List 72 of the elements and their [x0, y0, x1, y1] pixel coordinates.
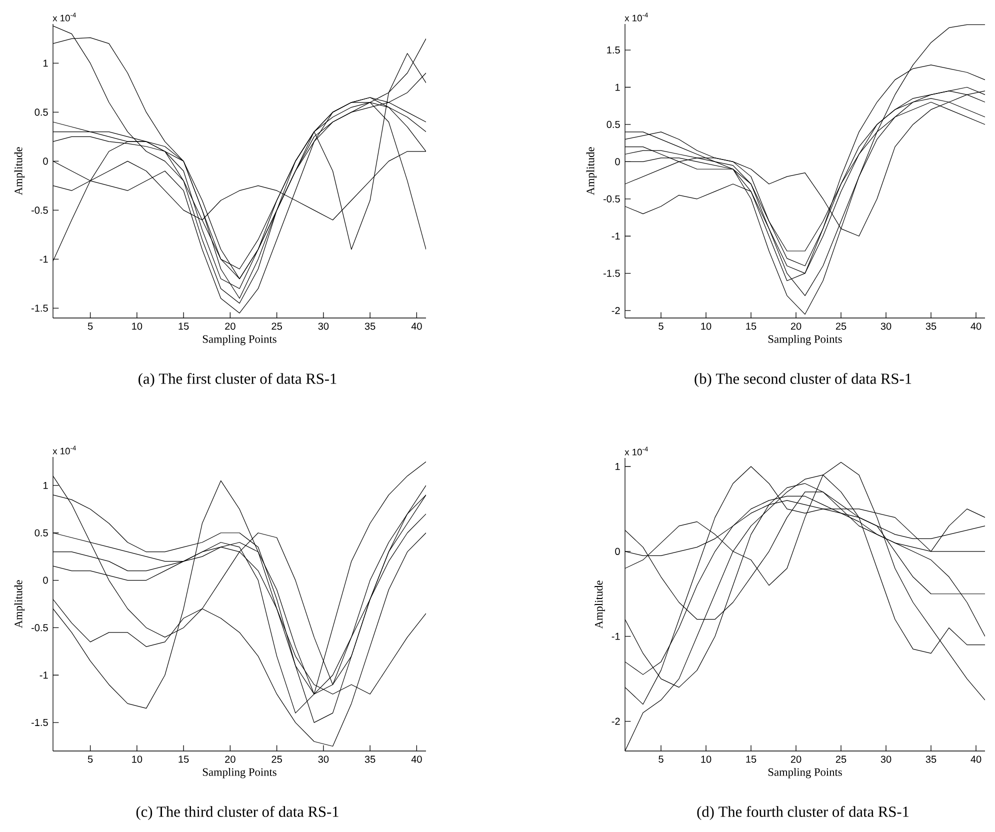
y-tick-label: 0.5	[34, 529, 48, 536]
y-tick-label: 0	[43, 158, 48, 165]
y-axis-title: Amplitude	[14, 147, 25, 196]
y-tick-label: 0	[615, 158, 620, 166]
x-tick-label: 40	[411, 756, 422, 763]
y-tick-label: -1	[40, 256, 48, 263]
x-tick-label: 35	[364, 322, 376, 330]
text: (c) The third cluster of data RS-1	[136, 806, 338, 820]
x-tick-label: 20	[225, 322, 236, 330]
y-tick-label: -0.5	[604, 195, 620, 202]
y-tick-label: 1	[43, 482, 48, 489]
text: (a) The first cluster of data RS-1	[138, 372, 336, 388]
y-tick-label: 0.5	[606, 120, 620, 128]
y-tick-label: -0.5	[32, 624, 48, 632]
text: x 10$^{-4}$	[624, 446, 648, 456]
y-tick-label: 1	[615, 463, 620, 470]
text: x 10$^{-4}$	[624, 12, 648, 22]
text: x 10$^{-4}$	[52, 446, 76, 454]
x-tick-label: 25	[836, 756, 846, 763]
x-tick-label: 10	[132, 322, 142, 330]
x-tick-label: 25	[272, 756, 282, 763]
x-tick-label: 40	[970, 322, 982, 330]
y-tick-label: -2	[612, 307, 620, 314]
x-tick-label: 20	[790, 322, 802, 330]
x-tick-label: 30	[880, 322, 892, 330]
y-tick-label: -1	[40, 672, 48, 679]
y-tick-label: -2	[612, 718, 620, 725]
x-tick-label: 15	[746, 322, 756, 330]
x-tick-label: 20	[790, 756, 802, 763]
x-tick-label: 15	[746, 756, 756, 763]
y-tick-label: 0	[43, 576, 48, 584]
x-tick-label: 20	[225, 756, 236, 763]
x-tick-label: 35	[364, 756, 376, 763]
x-tick-label: 5	[88, 756, 93, 763]
x-tick-label: 25	[836, 322, 846, 330]
y-axis-title: Amplitude	[586, 147, 597, 196]
text: x 10$^{-4}$	[52, 12, 76, 22]
y-axis-title: Amplitude	[594, 580, 605, 629]
x-tick-label: 30	[318, 322, 329, 330]
text: (b) The second cluster of data RS-1	[694, 372, 912, 388]
y-tick-label: -1	[612, 232, 620, 240]
x-tick-label: 5	[88, 322, 93, 330]
x-tick-label: 5	[658, 322, 664, 330]
text: (d) The fourth cluster of data RS-1	[697, 806, 909, 820]
x-tick-label: 15	[178, 756, 189, 763]
x-tick-label: 15	[178, 322, 189, 330]
y-tick-label: 0	[615, 548, 620, 555]
x-axis-title: Sampling Points	[768, 768, 842, 778]
x-tick-label: 25	[272, 322, 282, 330]
y-tick-label: -1.5	[32, 719, 48, 726]
y-tick-label: -1.5	[604, 270, 620, 277]
y-tick-label: 0.5	[34, 108, 48, 116]
x-tick-label: 35	[926, 322, 936, 330]
x-axis-title: Sampling Points	[768, 334, 842, 346]
y-axis-title: Amplitude	[14, 580, 25, 628]
x-axis-title: Sampling Points	[202, 768, 276, 778]
x-tick-label: 10	[132, 756, 142, 763]
x-tick-label: 40	[411, 322, 422, 330]
y-tick-label: -1	[612, 632, 620, 640]
x-tick-label: 10	[701, 756, 712, 763]
x-tick-label: 30	[318, 756, 329, 763]
x-axis-title: Sampling Points	[202, 334, 276, 346]
y-tick-label: 1	[43, 60, 48, 67]
y-tick-label: -0.5	[32, 206, 48, 214]
y-tick-label: -1.5	[32, 304, 48, 312]
x-tick-label: 35	[926, 756, 936, 763]
x-tick-label: 40	[970, 756, 982, 763]
x-tick-label: 10	[701, 322, 712, 330]
y-tick-label: 1	[615, 84, 620, 91]
x-tick-label: 30	[880, 756, 892, 763]
x-tick-label: 5	[658, 756, 664, 763]
y-tick-label: 1.5	[607, 46, 620, 54]
